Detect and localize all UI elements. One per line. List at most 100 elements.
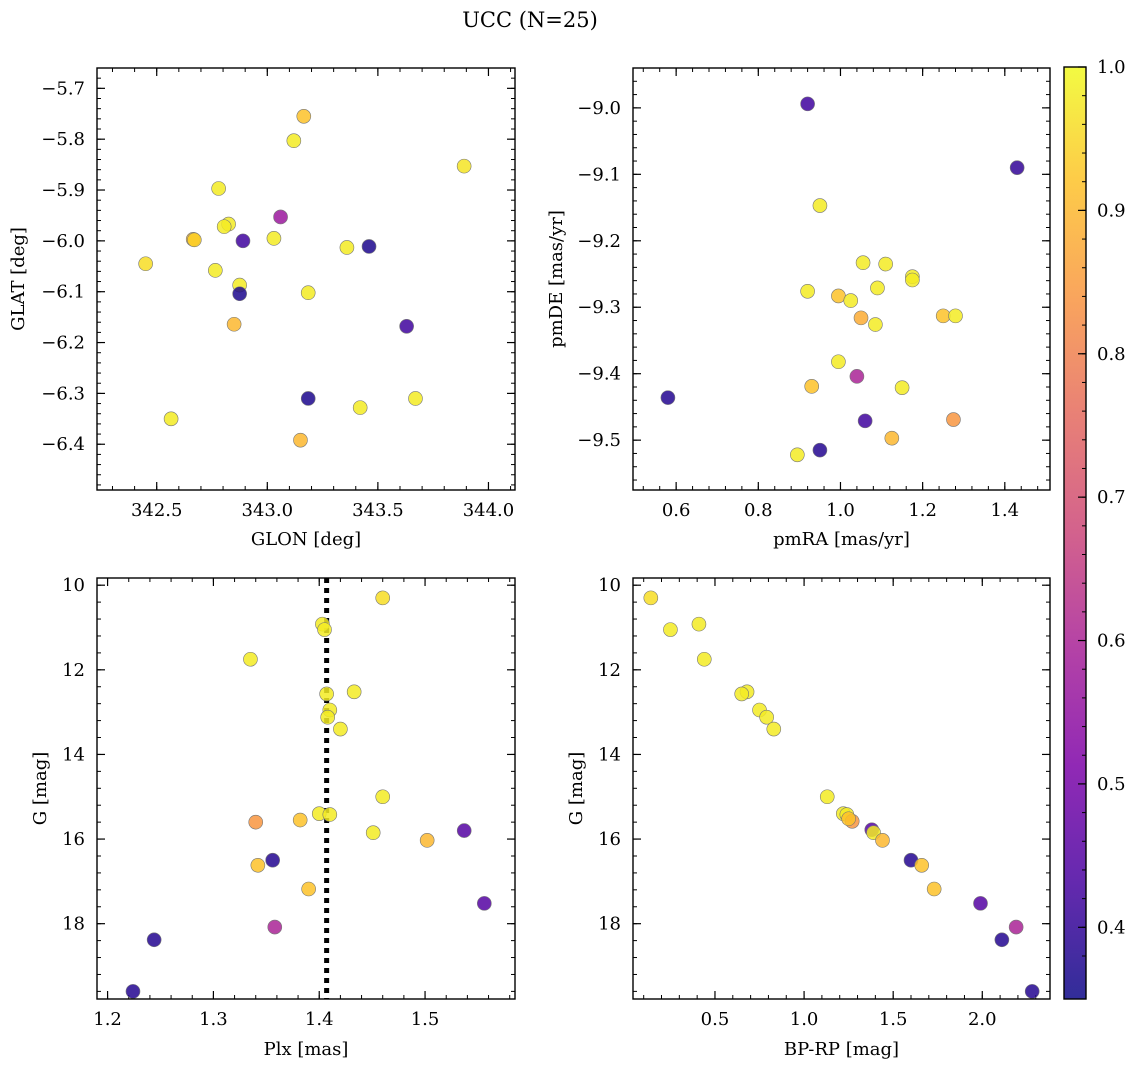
x-tick-label: 2.0 [968,1009,997,1030]
x-tick-label: 343.5 [352,500,404,521]
data-point [138,256,153,272]
colorbar-tick-label: 0.6 [1097,631,1126,652]
x-tick-label: 0.6 [662,500,691,521]
y-tick-label: −9.3 [577,297,621,318]
data-point [456,158,472,174]
y-tick-label: 10 [62,575,85,596]
colorbar-tick-label: 0.4 [1097,917,1126,938]
y-tick-label: 16 [598,829,621,850]
data-point [831,288,846,304]
data-point [800,283,815,299]
colorbar-tick-label: 1.0 [1097,57,1126,78]
data-point [286,133,302,149]
data-point [243,651,258,667]
data-point [849,369,865,384]
y-tick-label: 12 [598,660,621,681]
y-tick-label: −9.0 [577,98,621,119]
y-tick-label: 18 [62,914,85,935]
data-point [870,280,885,296]
colorbar-bar [1063,66,1087,1000]
y-tick-label: −6.2 [41,333,85,354]
data-point [320,709,335,725]
y-tick-label: −6.3 [41,383,85,404]
x-tick-label: 0.5 [701,1009,730,1030]
data-point [926,881,942,897]
y-tick-label: −9.1 [577,164,621,185]
x-tick-label: 1.5 [411,1009,440,1030]
data-point [232,286,247,302]
x-tick-label: 1.0 [790,1009,819,1030]
data-point [1009,160,1025,175]
y-tick-label: −9.5 [577,430,621,451]
x-axis-label: pmRA [mas/yr] [773,529,910,550]
plot-frame [96,67,516,491]
y-axis-label: G [mag] [566,752,587,825]
data-point [812,198,828,213]
x-tick-label: 342.5 [131,500,183,521]
y-tick-label: 12 [62,660,85,681]
data-point [894,380,910,395]
data-point [163,411,179,427]
colorbar-tick-label: 0.7 [1097,487,1126,508]
data-point [857,413,873,429]
data-point [696,651,712,667]
data-point [408,391,423,406]
data-point [322,807,338,822]
y-tick-label: −9.4 [577,364,621,385]
x-axis-label: BP-RP [mag] [784,1039,899,1060]
data-point [878,256,893,272]
data-point [208,263,223,278]
data-point [853,310,869,326]
data-point [841,811,856,827]
data-point [734,686,750,702]
y-tick-label: 14 [598,744,621,765]
x-tick-label: 1.2 [908,500,937,521]
data-point [267,919,283,935]
y-tick-label: −5.8 [41,129,85,150]
y-tick-label: −9.2 [577,231,621,252]
data-point [319,686,334,702]
data-point [905,272,920,288]
y-tick-label: −6.1 [41,282,85,303]
data-point [766,721,782,737]
y-tick-label: 14 [62,744,85,765]
data-point [352,400,368,415]
data-point [187,232,202,248]
data-point [759,709,774,725]
data-point [419,833,435,848]
data-point [660,390,676,405]
figure-title: UCC (N=25) [462,8,598,32]
data-point [265,852,280,868]
x-tick-label: 1.5 [879,1009,908,1030]
x-tick-label: 1.0 [826,500,855,521]
data-point [868,317,883,332]
data-point [375,590,391,606]
y-axis-label: GLAT [deg] [8,227,29,331]
data-point [994,932,1010,948]
y-axis-label: G [mag] [30,752,51,825]
data-point [790,447,805,463]
colorbar-tick-label: 0.8 [1097,344,1126,365]
colorbar: 0.4 0.5 0.6 0.7 0.8 0.9 1.0 [1063,57,1126,1000]
colorbar-tick-label: 0.9 [1097,200,1126,221]
data-point [843,293,859,308]
data-point [884,430,900,446]
data-point [296,109,312,124]
x-axis-label: Plx [mas] [264,1039,349,1060]
data-point [855,255,871,271]
data-point [266,231,282,246]
data-point [146,932,162,948]
y-tick-label: −5.9 [41,180,85,201]
x-tick-label: 1.3 [199,1009,228,1030]
data-point [365,825,381,841]
x-tick-label: 1.2 [93,1009,122,1030]
y-axis-label: pmDE [mas/yr] [546,210,567,348]
plot-frame [96,577,516,1000]
data-point [948,308,963,324]
data-point [456,823,472,838]
data-point [800,96,815,112]
data-point [375,789,391,805]
data-point [946,412,961,427]
